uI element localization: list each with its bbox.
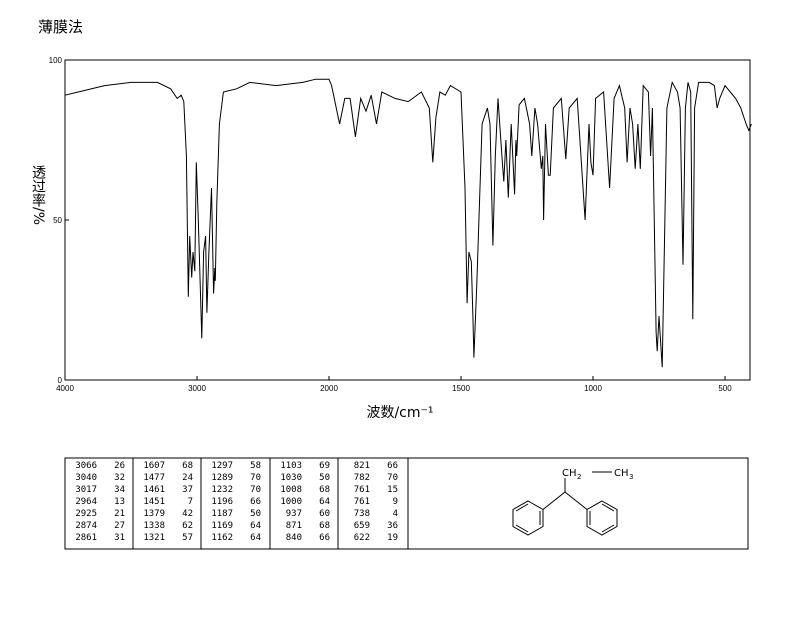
peak-transmittance: 70 <box>250 485 261 495</box>
peak-transmittance: 24 <box>182 473 193 483</box>
peak-transmittance: 34 <box>114 485 125 495</box>
structure-label: 2 <box>577 473 581 481</box>
spectrum-line <box>64 78 752 368</box>
peak-wavenumber: 1196 <box>211 497 233 507</box>
peak-transmittance: 64 <box>250 533 261 543</box>
x-tick-label: 500 <box>718 384 732 393</box>
peak-transmittance: 66 <box>250 497 261 507</box>
peak-wavenumber: 2874 <box>75 521 97 531</box>
peak-transmittance: 57 <box>182 533 193 543</box>
peak-wavenumber: 1289 <box>211 473 233 483</box>
peak-wavenumber: 1162 <box>211 533 233 543</box>
structure-drawing <box>512 471 618 536</box>
peak-transmittance: 27 <box>114 521 125 531</box>
peak-transmittance: 32 <box>114 473 125 483</box>
peak-transmittance: 19 <box>387 533 398 543</box>
peak-wavenumber: 1321 <box>143 533 165 543</box>
peak-transmittance: 36 <box>387 521 398 531</box>
peak-wavenumber: 871 <box>286 521 302 531</box>
peak-transmittance: 58 <box>250 461 261 471</box>
peak-wavenumber: 2925 <box>75 509 97 519</box>
peak-transmittance: 15 <box>387 485 398 495</box>
peak-wavenumber: 659 <box>354 521 370 531</box>
peak-wavenumber: 1232 <box>211 485 233 495</box>
peak-transmittance: 70 <box>387 473 398 483</box>
y-tick-label: 100 <box>49 56 63 65</box>
peak-wavenumber: 3040 <box>75 473 97 483</box>
peak-transmittance: 50 <box>319 473 330 483</box>
peak-wavenumber: 761 <box>354 497 370 507</box>
peak-wavenumber: 840 <box>286 533 302 543</box>
peak-transmittance: 62 <box>182 521 193 531</box>
peak-wavenumber: 937 <box>286 509 302 519</box>
peak-transmittance: 31 <box>114 533 125 543</box>
peak-wavenumber: 3017 <box>75 485 97 495</box>
peak-transmittance: 7 <box>188 497 193 507</box>
structure-label: CH <box>614 468 629 479</box>
structure-label: CH <box>562 468 577 479</box>
x-tick-label: 1500 <box>452 384 470 393</box>
peak-transmittance: 70 <box>250 473 261 483</box>
y-tick-label: 50 <box>53 216 62 225</box>
peak-transmittance: 68 <box>319 485 330 495</box>
peak-wavenumber: 2861 <box>75 533 97 543</box>
peak-wavenumber: 1607 <box>143 461 165 471</box>
peak-wavenumber: 1461 <box>143 485 165 495</box>
peak-transmittance: 13 <box>114 497 125 507</box>
peak-transmittance: 66 <box>319 533 330 543</box>
peak-transmittance: 42 <box>182 509 193 519</box>
peak-wavenumber: 1379 <box>143 509 165 519</box>
peak-transmittance: 26 <box>114 461 125 471</box>
structure-label: 3 <box>629 473 633 481</box>
peak-wavenumber: 1000 <box>280 497 302 507</box>
peak-wavenumber: 622 <box>354 533 370 543</box>
x-tick-label: 4000 <box>56 384 74 393</box>
peak-wavenumber: 1338 <box>143 521 165 531</box>
y-tick-label: 0 <box>58 376 63 385</box>
peak-wavenumber: 1169 <box>211 521 233 531</box>
peak-transmittance: 21 <box>114 509 125 519</box>
x-tick-label: 1000 <box>584 384 602 393</box>
table-dividers <box>132 458 409 549</box>
x-axis-label: 波数/cm⁻¹ <box>366 405 433 421</box>
peak-wavenumber: 1451 <box>143 497 165 507</box>
peak-wavenumber: 1477 <box>143 473 165 483</box>
peak-wavenumber: 1297 <box>211 461 233 471</box>
y-axis-label: 透过率/% <box>30 165 46 225</box>
peak-wavenumber: 1103 <box>280 461 302 471</box>
peak-wavenumber: 1030 <box>280 473 302 483</box>
x-tick-label: 3000 <box>188 384 206 393</box>
peak-transmittance: 37 <box>182 485 193 495</box>
peak-wavenumber: 782 <box>354 473 370 483</box>
peak-wavenumber: 761 <box>354 485 370 495</box>
chart-title: 薄膜法 <box>38 18 83 36</box>
peak-transmittance: 66 <box>387 461 398 471</box>
table-frame <box>64 457 749 550</box>
peak-wavenumber: 1187 <box>211 509 233 519</box>
peak-transmittance: 9 <box>393 497 398 507</box>
peak-wavenumber: 2964 <box>75 497 97 507</box>
peak-transmittance: 64 <box>250 521 261 531</box>
x-tick-label: 2000 <box>320 384 338 393</box>
peak-transmittance: 4 <box>393 509 398 519</box>
peak-wavenumber: 738 <box>354 509 370 519</box>
peak-wavenumber: 1008 <box>280 485 302 495</box>
peak-wavenumber: 3066 <box>75 461 97 471</box>
peak-transmittance: 60 <box>319 509 330 519</box>
peak-transmittance: 68 <box>182 461 193 471</box>
plot-frame <box>64 59 751 381</box>
peak-transmittance: 68 <box>319 521 330 531</box>
peak-transmittance: 64 <box>319 497 330 507</box>
peak-transmittance: 50 <box>250 509 261 519</box>
peak-transmittance: 69 <box>319 461 330 471</box>
peak-wavenumber: 821 <box>354 461 370 471</box>
